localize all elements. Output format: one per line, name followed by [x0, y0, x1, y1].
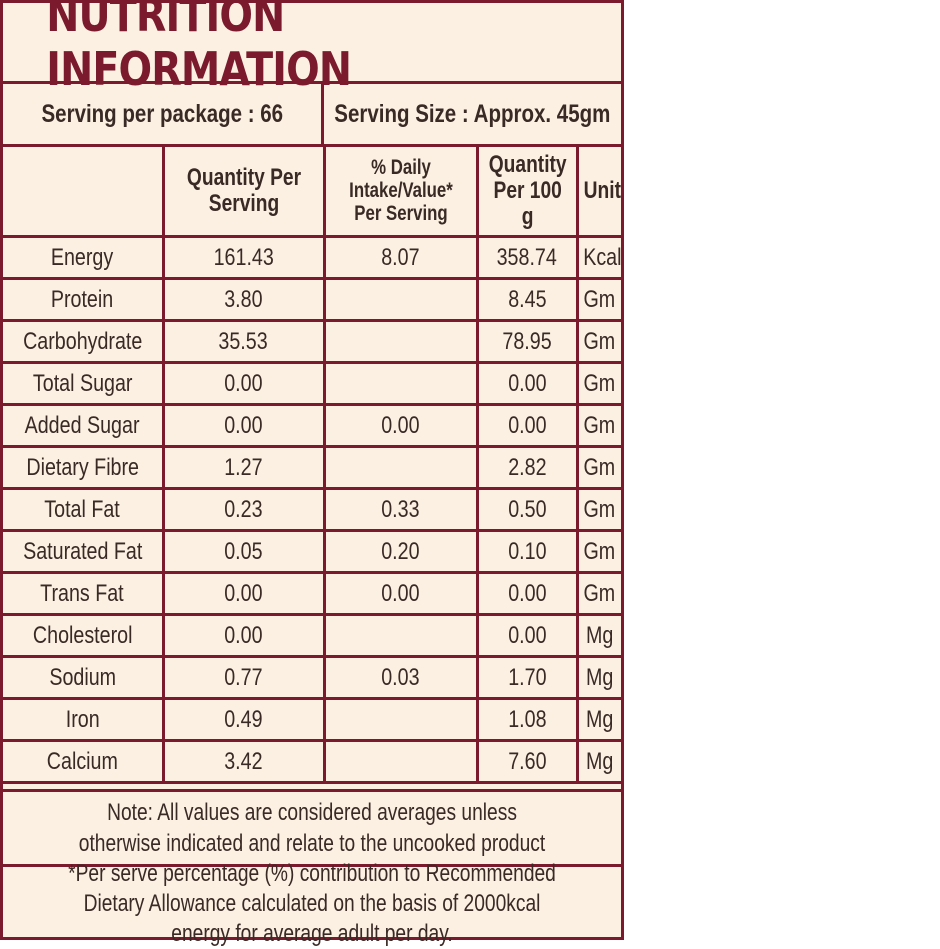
cell-qty-serving: 0.05 [161, 529, 326, 574]
table-row: Added Sugar 0.00 0.00 0.00 Gm [3, 403, 621, 448]
cell-qty-100g: 358.74 [475, 236, 579, 280]
cell-daily: 0.20 [322, 529, 479, 574]
cell-unit: Mg [575, 613, 621, 658]
cell-nutrient: Carbohydrate [3, 319, 165, 364]
cell-unit: Gm [575, 403, 621, 448]
serving-row: Serving per package : 66 Serving Size : … [3, 81, 621, 147]
cell-qty-serving: 0.00 [161, 571, 326, 616]
cell-daily [322, 613, 479, 658]
table-row: Dietary Fibre 1.27 2.82 Gm [3, 445, 621, 490]
cell-unit: Gm [575, 571, 621, 616]
note-text: Note: All values are considered averages… [78, 799, 546, 857]
nutrition-table: Quantity Per Serving % Daily Intake/Valu… [3, 147, 621, 784]
table-row: Trans Fat 0.00 0.00 0.00 Gm [3, 571, 621, 616]
table-row: Cholesterol 0.00 0.00 Mg [3, 613, 621, 658]
cell-qty-serving: 0.00 [161, 403, 326, 448]
cell-daily [322, 361, 479, 406]
cell-qty-100g: 0.10 [475, 529, 579, 574]
cell-qty-serving: 0.23 [161, 487, 326, 532]
cell-daily [322, 277, 479, 322]
cell-unit: Mg [575, 697, 621, 742]
cell-nutrient: Cholesterol [3, 613, 165, 658]
cell-daily [322, 739, 479, 784]
cell-qty-serving: 0.00 [161, 361, 326, 406]
cell-nutrient: Saturated Fat [3, 529, 165, 574]
cell-qty-100g: 2.82 [475, 445, 579, 490]
serving-per-package: Serving per package : 66 [41, 99, 283, 128]
footnote-text: *Per serve percentage (%) contribution t… [68, 860, 556, 947]
header-qty-serving: Quantity Per Serving [161, 147, 326, 238]
cell-qty-serving: 0.77 [161, 655, 326, 700]
table-row: Carbohydrate 35.53 78.95 Gm [3, 319, 621, 364]
cell-qty-100g: 7.60 [475, 739, 579, 784]
cell-daily: 0.33 [322, 487, 479, 532]
cell-nutrient: Iron [3, 697, 165, 742]
nutrition-panel: NUTRITION INFORMATION Serving per packag… [0, 0, 624, 947]
cell-daily [322, 319, 479, 364]
cell-qty-serving: 1.27 [161, 445, 326, 490]
table-row: Protein 3.80 8.45 Gm [3, 277, 621, 322]
cell-daily [322, 445, 479, 490]
cell-daily: 0.03 [322, 655, 479, 700]
header-qty-100g: Quantity Per 100 g [475, 147, 579, 238]
cell-unit: Kcal [575, 236, 621, 280]
cell-qty-serving: 35.53 [161, 319, 326, 364]
cell-daily: 8.07 [322, 236, 479, 280]
cell-qty-100g: 0.50 [475, 487, 579, 532]
table-row: Total Fat 0.23 0.33 0.50 Gm [3, 487, 621, 532]
cell-unit: Gm [575, 487, 621, 532]
cell-daily: 0.00 [322, 403, 479, 448]
table-row: Sodium 0.77 0.03 1.70 Mg [3, 655, 621, 700]
cell-daily: 0.00 [322, 571, 479, 616]
cell-qty-100g: 0.00 [475, 613, 579, 658]
cell-qty-serving: 3.42 [161, 739, 326, 784]
header-unit: Unit [575, 147, 621, 238]
table-row: Calcium 3.42 7.60 Mg [3, 739, 621, 784]
cell-unit: Gm [575, 361, 621, 406]
cell-qty-100g: 8.45 [475, 277, 579, 322]
table-row: Saturated Fat 0.05 0.20 0.10 Gm [3, 529, 621, 574]
cell-qty-100g: 78.95 [475, 319, 579, 364]
cell-nutrient: Calcium [3, 739, 165, 784]
cell-qty-serving: 0.49 [161, 697, 326, 742]
table-row: Iron 0.49 1.08 Mg [3, 697, 621, 742]
cell-nutrient: Protein [3, 277, 165, 322]
cell-unit: Gm [575, 445, 621, 490]
cell-qty-100g: 1.08 [475, 697, 579, 742]
cell-daily [322, 697, 479, 742]
serving-per-package-cell: Serving per package : 66 [3, 84, 324, 144]
panel-title: NUTRITION INFORMATION [46, 0, 352, 96]
cell-unit: Mg [575, 655, 621, 700]
cell-nutrient: Sodium [3, 655, 165, 700]
cell-nutrient: Total Fat [3, 487, 165, 532]
cell-unit: Mg [575, 739, 621, 784]
serving-size-cell: Serving Size : Approx. 45gm [324, 84, 621, 144]
cell-qty-100g: 0.00 [475, 571, 579, 616]
cell-qty-100g: 0.00 [475, 403, 579, 448]
cell-qty-100g: 1.70 [475, 655, 579, 700]
serving-size: Serving Size : Approx. 45gm [334, 99, 611, 128]
cell-nutrient: Dietary Fibre [3, 445, 165, 490]
cell-unit: Gm [575, 319, 621, 364]
header-row: Quantity Per Serving % Daily Intake/Valu… [3, 147, 621, 238]
cell-unit: Gm [575, 277, 621, 322]
table-row: Energy 161.43 8.07 358.74 Kcal [3, 236, 621, 280]
cell-qty-100g: 0.00 [475, 361, 579, 406]
table-row: Total Sugar 0.00 0.00 Gm [3, 361, 621, 406]
cell-qty-serving: 0.00 [161, 613, 326, 658]
cell-nutrient: Energy [3, 236, 165, 280]
note: Note: All values are considered averages… [3, 789, 621, 867]
cell-nutrient: Trans Fat [3, 571, 165, 616]
cell-qty-serving: 3.80 [161, 277, 326, 322]
cell-unit: Gm [575, 529, 621, 574]
footnote: *Per serve percentage (%) contribution t… [3, 860, 621, 947]
cell-nutrient: Added Sugar [3, 403, 165, 448]
header-nutrient [3, 147, 165, 238]
cell-nutrient: Total Sugar [3, 361, 165, 406]
header-daily-intake: % Daily Intake/Value* Per Serving [322, 147, 479, 238]
cell-qty-serving: 161.43 [161, 236, 326, 280]
